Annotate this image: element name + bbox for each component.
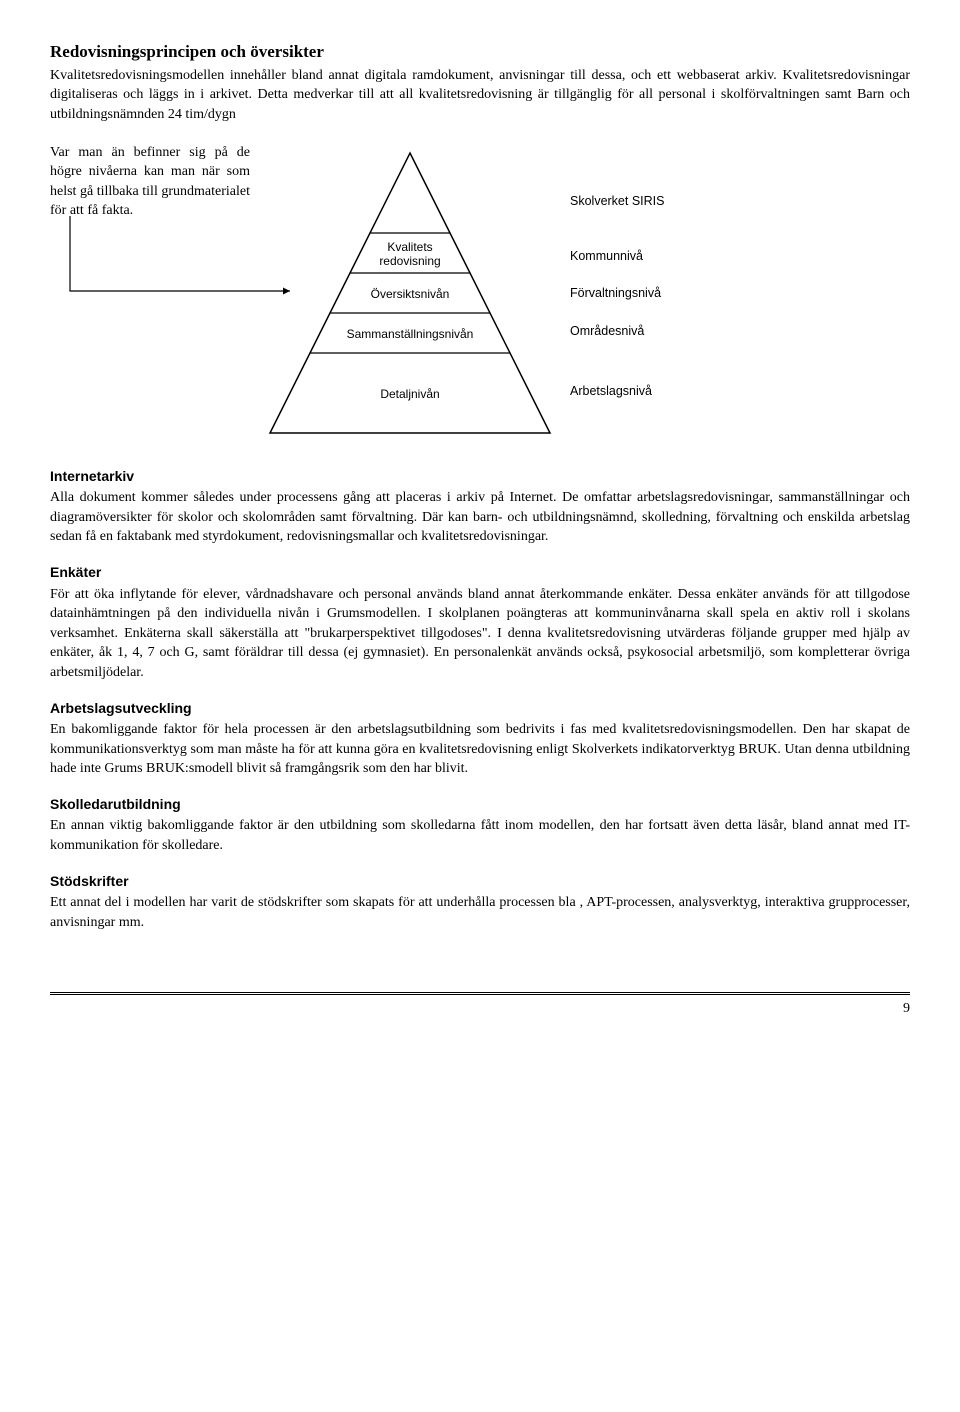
pyramid-level-1-line1: Kvalitets	[387, 240, 432, 254]
pyramid-level-2: Översiktsnivån	[371, 287, 450, 301]
section-body: En annan viktig bakomliggande faktor är …	[50, 816, 910, 855]
section-heading: Internetarkiv	[50, 467, 910, 487]
page-title: Redovisningsprincipen och översikter	[50, 40, 910, 64]
pyramid-diagram-section: Var man än befinner sig på de högre nivå…	[50, 143, 910, 443]
level-label-kommun: Kommunnivå	[570, 248, 643, 266]
section-heading: Enkäter	[50, 563, 910, 583]
sections-container: InternetarkivAlla dokument kommer sålede…	[50, 467, 910, 933]
level-label-siris: Skolverket SIRIS	[570, 193, 664, 211]
section-heading: Arbetslagsutveckling	[50, 699, 910, 719]
section-body: En bakomliggande faktor för hela process…	[50, 720, 910, 779]
pyramid-container: Kvalitets redovisning Översiktsnivån Sam…	[260, 143, 560, 443]
pyramid-level-1-line2: redovisning	[379, 254, 440, 268]
page-number: 9	[50, 992, 910, 1019]
level-label-arbetslag: Arbetslagsnivå	[570, 383, 652, 401]
pyramid-level-4: Detaljnivån	[380, 387, 439, 401]
level-label-omrade: Områdesnivå	[570, 323, 644, 341]
section-heading: Stödskrifter	[50, 872, 910, 892]
pyramid-right-labels: Skolverket SIRIS Kommunnivå Förvaltnings…	[570, 143, 730, 443]
diagram-side-note-col: Var man än befinner sig på de högre nivå…	[50, 143, 250, 301]
pyramid-icon: Kvalitets redovisning Översiktsnivån Sam…	[260, 143, 560, 443]
level-label-forvaltning: Förvaltningsnivå	[570, 285, 661, 303]
section-heading: Skolledarutbildning	[50, 795, 910, 815]
pyramid-level-3: Sammanställningsnivån	[347, 327, 474, 341]
diagram-side-note: Var man än befinner sig på de högre nivå…	[50, 145, 250, 219]
section-body: För att öka inflytande för elever, vårdn…	[50, 585, 910, 683]
return-arrow-container	[60, 211, 260, 301]
section-body: Alla dokument kommer således under proce…	[50, 488, 910, 547]
intro-paragraph: Kvalitetsredovisningsmodellen innehåller…	[50, 66, 910, 125]
section-body: Ett annat del i modellen har varit de st…	[50, 893, 910, 932]
